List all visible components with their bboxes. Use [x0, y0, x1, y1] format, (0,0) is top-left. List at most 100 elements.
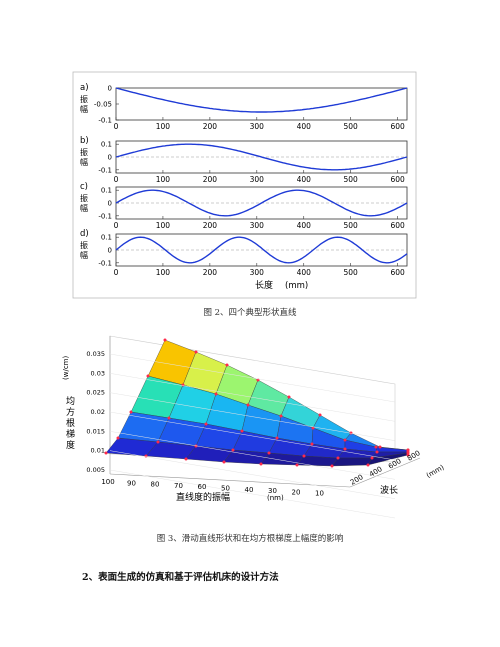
z-axis-label-char: 度: [66, 439, 75, 451]
surface-point: [343, 438, 347, 442]
z-tick-label: 0.005: [86, 466, 105, 474]
surface-point: [104, 451, 108, 455]
x-tick-label: 600: [390, 122, 405, 131]
x-tick-label: 0: [114, 122, 119, 131]
x-tick-label: 600: [390, 268, 405, 277]
surface-point: [275, 436, 279, 440]
surface-point: [231, 448, 235, 452]
surface-point: [116, 436, 120, 440]
surface-point: [194, 350, 198, 354]
amplitude-tick-label: 50: [221, 485, 230, 493]
x-tick-label: 400: [297, 122, 312, 131]
z-tick-label: 0.02: [91, 408, 105, 416]
y-tick-label: 0.1: [101, 234, 112, 242]
wavelength-tick-label: 200: [349, 473, 365, 487]
wavelength-axis-unit: (mm): [425, 463, 446, 480]
y-axis-label-char: 振: [80, 147, 88, 157]
y-tick-label: 0: [108, 85, 112, 93]
shape-curve: [115, 87, 408, 113]
x-tick-label: 400: [297, 268, 312, 277]
surface-point: [163, 338, 167, 342]
y-axis-label-char: 幅: [80, 203, 88, 213]
surface-point: [259, 462, 263, 466]
surface-point: [378, 445, 382, 449]
x-tick-label: 400: [297, 221, 312, 230]
surface-point: [295, 463, 299, 467]
x-tick-label: 200: [203, 122, 218, 131]
x-tick-label: 100: [156, 221, 171, 230]
surface-point: [222, 460, 226, 464]
surface-point: [225, 363, 229, 367]
x-tick-label: 500: [344, 221, 359, 230]
y-tick-label: 0: [108, 200, 112, 208]
surface-point: [146, 374, 150, 378]
wavelength-axis-label: 波长: [380, 484, 398, 496]
amplitude-tick-label: 10: [315, 490, 324, 498]
y-axis-label-char: 振: [80, 240, 88, 250]
z-axis-label-char: 方: [66, 406, 75, 418]
x-tick-label: 300: [250, 268, 265, 277]
surface-point: [214, 392, 218, 396]
x-tick-label: 500: [344, 268, 359, 277]
y-tick-label: 0: [108, 154, 112, 162]
amplitude-axis-unit: (nm): [267, 494, 284, 502]
surface-point: [129, 410, 133, 414]
panel-1: a) 0 -0.05 -0.1 振幅 0 100 200 300 400 500 600: [80, 83, 408, 131]
surface-point: [204, 422, 208, 426]
panel-label: b): [80, 136, 89, 146]
amplitude-tick-label: 80: [151, 481, 160, 489]
surface-point: [287, 395, 291, 399]
z-tick-label: 0.035: [86, 350, 105, 358]
surface-point: [311, 426, 315, 430]
surface-point: [156, 440, 160, 444]
surface-point: [302, 454, 306, 458]
amplitude-tick-label: 90: [127, 479, 136, 487]
x-axis-unit: (mm): [285, 281, 308, 291]
y-tick-label: -0.1: [98, 212, 112, 220]
x-axis-label: 长度: [255, 279, 273, 291]
x-tick-label: 500: [344, 175, 359, 184]
shape-curve: [115, 236, 408, 264]
amplitude-tick-label: 30: [268, 487, 277, 495]
y-tick-label: -0.1: [98, 117, 112, 125]
z-axis-label-char: 根: [66, 417, 75, 429]
surface-point: [246, 403, 250, 407]
surface-point: [167, 416, 171, 420]
surface-patch: [296, 455, 339, 467]
panel-frame: [115, 87, 408, 121]
y-tick-label: -0.05: [94, 101, 112, 109]
surface-point: [330, 464, 334, 468]
amplitude-tick-label: 70: [174, 482, 183, 490]
amplitude-tick-label: 60: [198, 483, 207, 491]
y-tick-label: 0.1: [101, 187, 112, 195]
z-axis-label-char: 均: [66, 395, 75, 407]
amplitude-tick-label: 100: [101, 478, 114, 486]
x-tick-label: 400: [297, 175, 312, 184]
z-axis-unit: (w/cm): [62, 356, 70, 380]
amplitude-tick-label: 40: [245, 486, 254, 494]
figure-2-frame: [72, 71, 417, 299]
x-tick-label: 200: [203, 268, 218, 277]
figure-2-caption: 图 2、四个典型形状直线: [203, 308, 297, 318]
x-tick-label: 100: [156, 175, 171, 184]
surface-point: [279, 414, 283, 418]
surface-point: [184, 457, 188, 461]
x-tick-label: 300: [250, 175, 265, 184]
panel-label: d): [80, 229, 89, 239]
surface-point: [336, 456, 340, 460]
shape-curve: [115, 143, 408, 171]
x-tick-label: 100: [156, 268, 171, 277]
z-tick-label: 0.015: [86, 427, 105, 435]
shape-curve: [115, 189, 408, 217]
y-tick-label: -0.1: [98, 166, 112, 174]
x-tick-label: 100: [156, 122, 171, 131]
x-tick-label: 0: [114, 221, 119, 230]
surface-point: [375, 450, 379, 454]
y-axis-label-char: 振: [80, 193, 88, 203]
surface-point: [374, 445, 378, 449]
